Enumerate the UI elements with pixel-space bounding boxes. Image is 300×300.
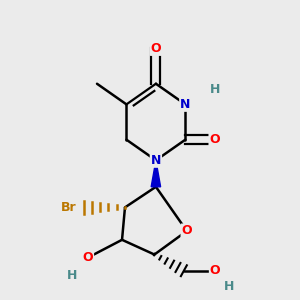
Text: O: O [182, 224, 192, 238]
Text: H: H [224, 280, 235, 293]
Text: H: H [210, 83, 220, 96]
Text: O: O [209, 264, 220, 277]
Text: O: O [151, 42, 161, 55]
Polygon shape [151, 160, 160, 187]
Text: N: N [151, 154, 161, 167]
Text: O: O [83, 251, 94, 264]
Text: H: H [67, 268, 77, 282]
Text: N: N [180, 98, 190, 111]
Text: Br: Br [61, 201, 76, 214]
Text: O: O [209, 133, 220, 146]
